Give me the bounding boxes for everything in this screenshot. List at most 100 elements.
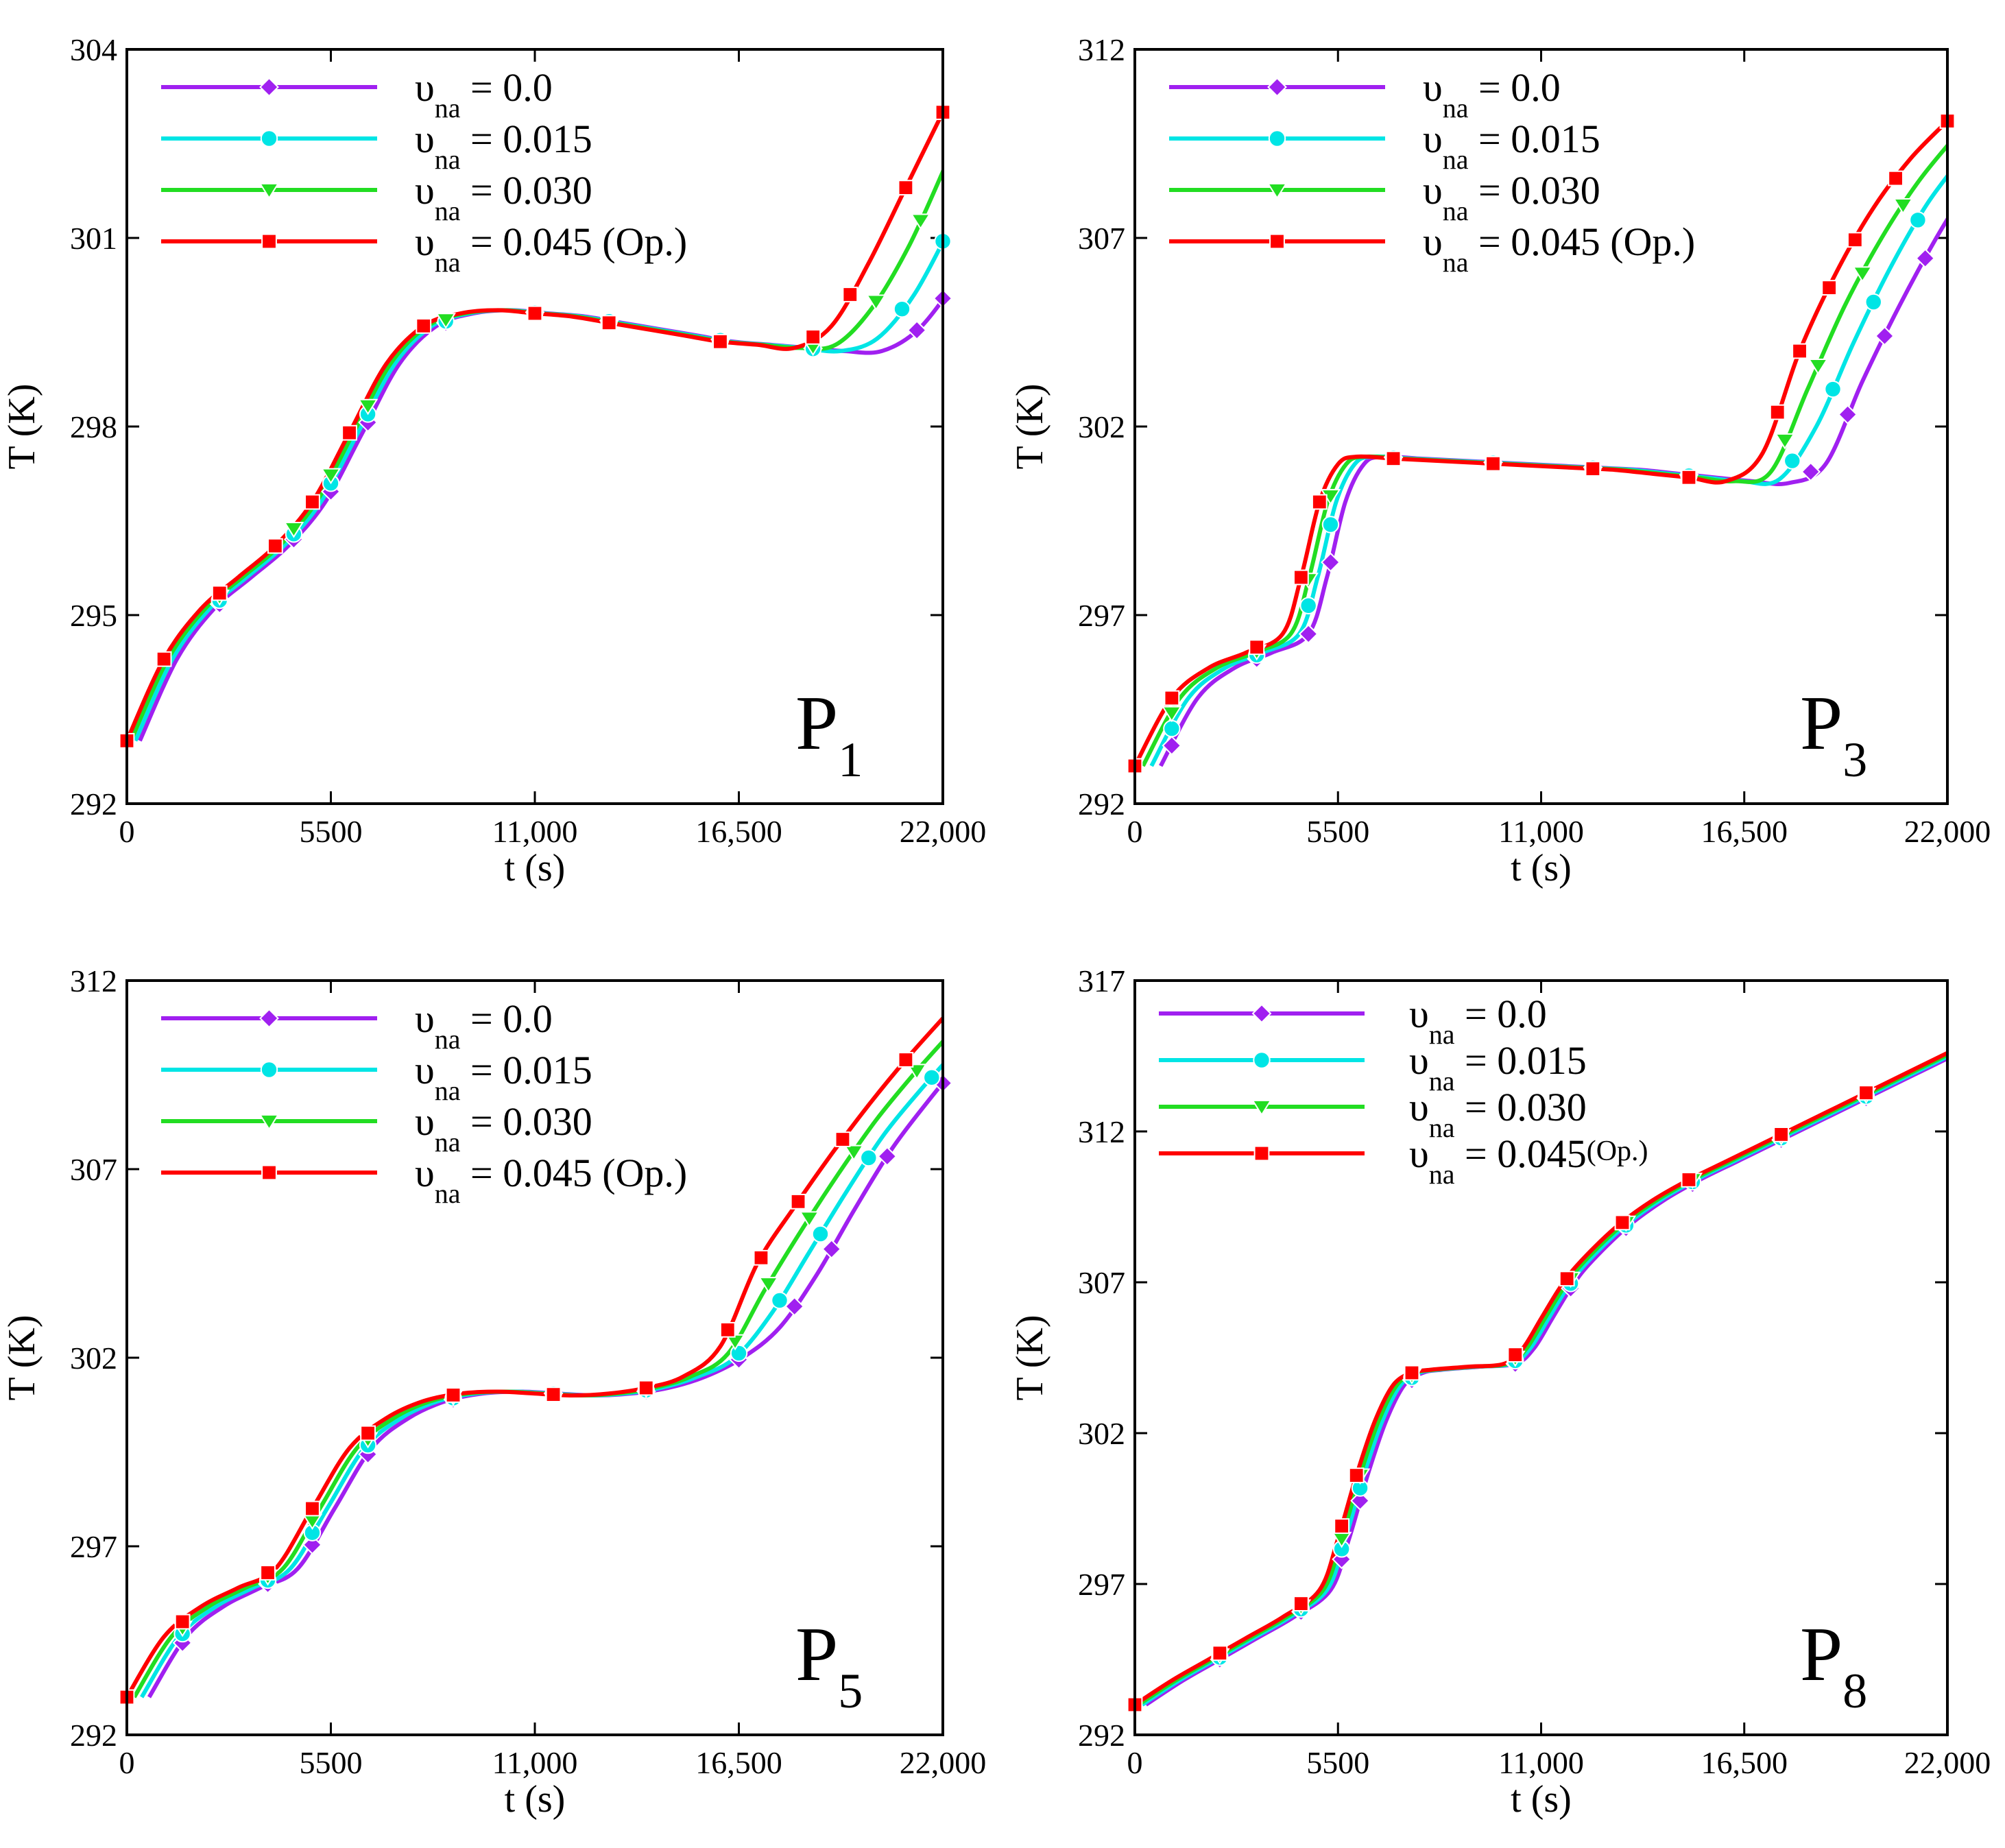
- legend-marker-3: [1251, 1099, 1272, 1116]
- data-marker-series-3: [320, 468, 341, 485]
- x-tick-label: 0: [119, 814, 135, 849]
- data-marker-series-4: [1404, 1365, 1420, 1381]
- data-marker-series-4: [601, 315, 617, 331]
- data-marker-series-3: [1808, 359, 1829, 375]
- legend-label-2: υna = 0.015: [415, 1048, 592, 1106]
- x-tick-label: 0: [1127, 814, 1143, 849]
- legend-label-2: υna = 0.015: [1423, 117, 1600, 175]
- data-marker-series-4: [835, 1131, 851, 1147]
- legend-label-4: υna = 0.045 (Op.): [415, 219, 687, 278]
- data-marker-series-3: [1893, 198, 1914, 215]
- data-marker-series-1: [1298, 624, 1319, 644]
- y-tick-label: 292: [1078, 1718, 1125, 1753]
- data-marker-series-4: [416, 317, 432, 334]
- data-marker-series-4: [1858, 1085, 1874, 1101]
- x-tick-label: 5500: [1306, 1745, 1369, 1780]
- data-marker-series-3: [1162, 706, 1182, 723]
- data-marker-series-2: [923, 1068, 941, 1087]
- x-tick-label: 22,000: [900, 1745, 987, 1780]
- y-tick-label: 312: [1078, 32, 1125, 67]
- data-marker-series-4: [304, 1500, 320, 1517]
- y-axis-title: T (K): [1009, 1315, 1051, 1401]
- legend-marker-4: [261, 1164, 277, 1181]
- x-tick-label: 16,500: [695, 814, 782, 849]
- legend-marker-3: [1266, 182, 1288, 200]
- chart-panel-1: 0 5500 11,000 16,500 22,000 292 295 298 301 304 t …: [1, 32, 986, 889]
- data-marker-series-3: [907, 1064, 927, 1081]
- data-marker-series-2: [1784, 452, 1801, 470]
- data-marker-series-4: [1293, 1596, 1309, 1611]
- x-tick-label: 5500: [300, 814, 363, 849]
- legend-marker-2: [260, 1061, 278, 1079]
- data-marker-series-2: [860, 1149, 878, 1167]
- data-marker-series-2: [771, 1291, 789, 1310]
- data-marker-series-4: [898, 180, 914, 196]
- data-marker-series-4: [1348, 1467, 1365, 1483]
- y-tick-label: 307: [1078, 1265, 1125, 1300]
- data-marker-series-2: [1299, 597, 1317, 614]
- data-marker-series-4: [719, 1321, 736, 1338]
- data-marker-series-4: [156, 651, 172, 667]
- y-axis-title: T (K): [1, 384, 43, 470]
- chart-panel-2: 0 5500 11,000 16,500 22,000 292 297 302 307 312 t …: [1009, 32, 1991, 889]
- legend-label-4: υna = 0.045 (Op.): [1423, 219, 1695, 278]
- data-marker-series-3: [758, 1277, 779, 1293]
- x-tick-label: 16,500: [1701, 814, 1788, 849]
- y-tick-label: 295: [70, 598, 117, 633]
- data-marker-series-3: [843, 1144, 864, 1162]
- legend-label-4: υna = 0.045 (Op.): [415, 1151, 687, 1209]
- legend-marker-2: [1268, 130, 1286, 147]
- x-tick-label: 11,000: [1498, 1745, 1584, 1780]
- data-marker-series-4: [1164, 690, 1180, 706]
- legend-label-3: υna = 0.030: [1423, 168, 1600, 226]
- data-marker-series-2: [1909, 211, 1927, 229]
- data-marker-series-3: [1852, 266, 1873, 283]
- data-marker-series-1: [877, 1146, 898, 1166]
- plot-frame: [1133, 979, 1949, 1736]
- y-tick-label: 304: [70, 32, 117, 67]
- x-tick-label: 22,000: [900, 814, 987, 849]
- data-marker-series-4: [1485, 455, 1501, 472]
- data-marker-series-2: [1864, 293, 1882, 311]
- legend-label-3: υna = 0.030: [415, 168, 592, 226]
- legend-label-4: υna = 0.045(Op.): [1409, 1131, 1648, 1190]
- legend-marker-3: [259, 1114, 280, 1131]
- y-tick-label: 297: [70, 1529, 117, 1564]
- data-marker-series-4: [790, 1193, 806, 1210]
- y-tick-label: 302: [1078, 1416, 1125, 1451]
- data-marker-series-3: [910, 213, 931, 230]
- x-axis-title: t (s): [505, 1778, 566, 1821]
- data-marker-series-4: [1385, 451, 1402, 467]
- data-marker-series-1: [1162, 735, 1182, 756]
- data-marker-series-4: [1334, 1518, 1350, 1534]
- data-marker-series-1: [821, 1239, 842, 1260]
- legend-label-1: υna = 0.0: [1409, 992, 1547, 1050]
- data-marker-series-4: [1769, 404, 1786, 420]
- y-tick-label: 302: [70, 1341, 117, 1376]
- data-marker-series-1: [1801, 461, 1821, 482]
- data-marker-series-4: [445, 1387, 461, 1403]
- series-line-4: [1135, 119, 1947, 767]
- x-tick-label: 5500: [300, 1745, 363, 1780]
- legend-label-2: υna = 0.015: [1409, 1038, 1587, 1096]
- legend-label-1: υna = 0.0: [415, 65, 553, 123]
- data-marker-series-4: [1212, 1645, 1228, 1661]
- y-tick-label: 301: [70, 221, 117, 256]
- x-tick-label: 11,000: [492, 1745, 578, 1780]
- data-marker-series-3: [799, 1211, 820, 1228]
- data-marker-series-4: [1311, 494, 1328, 510]
- panel-label: P1: [795, 681, 863, 787]
- data-marker-series-4: [1821, 280, 1838, 296]
- panel-label: P3: [1800, 681, 1867, 787]
- panel-label: P8: [1800, 1612, 1867, 1718]
- data-marker-series-2: [811, 1225, 830, 1243]
- data-marker-series-2: [1321, 516, 1340, 533]
- data-marker-series-1: [1915, 248, 1936, 269]
- y-tick-label: 297: [1078, 598, 1125, 633]
- y-tick-label: 292: [70, 1718, 117, 1753]
- data-marker-series-4: [842, 287, 859, 302]
